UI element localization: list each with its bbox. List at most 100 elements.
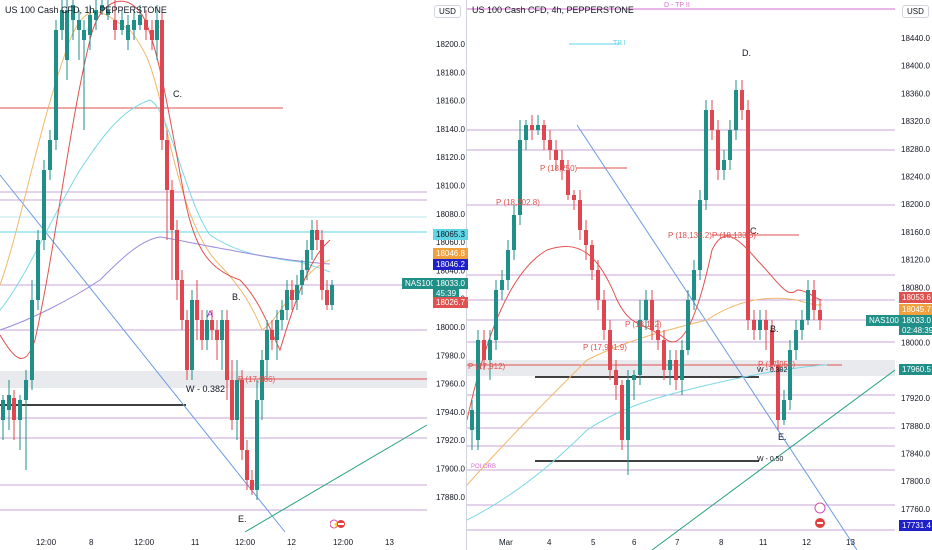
candle-body — [752, 320, 756, 330]
candle-body — [77, 20, 81, 30]
y-tick-label: 18200.0 — [901, 200, 930, 209]
chart-title: US 100 Cash CFD, 4h, PEPPERSTONE — [472, 5, 634, 15]
candle-body — [596, 270, 600, 300]
candle-body — [144, 20, 148, 30]
candle-body — [572, 195, 576, 200]
candle-body — [330, 285, 334, 305]
y-tick-label: 18360.0 — [901, 89, 930, 98]
y-tick-label: 17980.0 — [436, 351, 465, 360]
candle-body — [626, 380, 630, 440]
candle-body — [190, 300, 194, 370]
y-tick-label: 17900.0 — [436, 465, 465, 474]
price-badge: 18053.6 — [899, 292, 932, 303]
x-tick-label: 12 — [802, 538, 811, 547]
currency-label[interactable]: USD — [434, 5, 461, 18]
candle-body — [698, 200, 702, 270]
candle-body — [818, 310, 822, 320]
label-c: C. — [750, 226, 759, 236]
y-tick-label: 18440.0 — [901, 34, 930, 43]
candle-body — [812, 290, 816, 310]
label-b: B. — [232, 292, 241, 302]
label-w50: W - 0.50 — [757, 456, 784, 463]
candle-body — [132, 20, 136, 30]
candle-body — [155, 20, 159, 40]
candle-body — [106, 10, 110, 15]
candle-body — [126, 25, 130, 40]
candle-body — [554, 150, 558, 160]
candle-body — [320, 240, 324, 290]
candle-body — [512, 215, 516, 250]
y-tick-label: 17880.0 — [436, 493, 465, 502]
candle-body — [305, 250, 309, 270]
chart-title: US 100 Cash CFD, 1h, PEPPERSTONE — [5, 5, 167, 15]
candle-body — [686, 300, 690, 350]
svg-text:⚡: ⚡ — [332, 520, 341, 529]
flag-icon[interactable]: ⚡ — [330, 517, 346, 531]
label-tp1: TP I — [613, 40, 626, 47]
candle-body — [280, 310, 284, 320]
candle-body — [650, 300, 654, 330]
candle-body — [180, 280, 184, 320]
candle-body — [524, 125, 528, 140]
y-tick-label: 17960.0 — [436, 380, 465, 389]
candle-body — [160, 20, 164, 140]
candle-body — [185, 320, 189, 370]
candle-body — [255, 400, 259, 490]
candle-body — [315, 230, 319, 240]
y-tick-label: 18140.0 — [436, 125, 465, 134]
candle-body — [230, 380, 234, 420]
candle-body — [215, 330, 219, 340]
event-icons[interactable] — [814, 500, 826, 530]
price-badge: 17731.4 — [899, 520, 932, 531]
candle-body — [770, 330, 774, 365]
label-poi: POI ORB — [471, 464, 497, 470]
y-tick-label: 18320.0 — [901, 117, 930, 126]
y-tick-label: 18180.0 — [436, 68, 465, 77]
candle-body — [722, 160, 726, 170]
candle-body — [500, 280, 504, 290]
candle-body — [476, 340, 480, 440]
x-tick-label: 11 — [759, 538, 768, 547]
chart-pane-4h[interactable]: 18440.0 18400.0 18360.0 18320.0 18280.0 18240… — [467, 0, 932, 550]
y-tick-label: 18100.0 — [436, 182, 465, 191]
countdown: 45:39 — [433, 289, 460, 298]
chart-canvas-4h[interactable]: 18440.0 18400.0 18360.0 18320.0 18280.0 18240… — [467, 0, 932, 550]
candle-body — [170, 190, 174, 230]
candle-body — [788, 350, 792, 400]
price-badge: 17960.5 — [899, 364, 932, 375]
x-tick-label: Mar — [499, 538, 513, 547]
candle-body — [728, 130, 732, 160]
candle-body — [60, 10, 64, 30]
candle-body — [94, 10, 98, 20]
currency-label[interactable]: USD — [902, 5, 929, 18]
label-p: P (17,966) — [238, 375, 276, 384]
chart-pane-1h[interactable]: 18200.0 18180.0 18160.0 18140.0 18120.0 18100… — [0, 0, 468, 550]
candle-body — [794, 330, 798, 350]
price-badge: 18033.0 — [433, 278, 468, 289]
x-tick-label: 12 — [287, 538, 296, 547]
label-p7: P (17,912) — [468, 362, 506, 371]
candle-body — [240, 380, 244, 450]
y-tick-label: 18240.0 — [901, 173, 930, 182]
candle-body — [205, 320, 209, 340]
x-tick-label: 5 — [591, 538, 596, 547]
x-tick-label: 12:00 — [333, 538, 354, 547]
chart-canvas-1h[interactable]: 18200.0 18180.0 18160.0 18140.0 18120.0 18100… — [0, 0, 466, 550]
candle-body — [36, 240, 40, 300]
candle-body — [265, 330, 269, 360]
candle-body — [310, 230, 314, 250]
candle-body — [578, 200, 582, 230]
candle-body — [7, 395, 11, 410]
candle-body — [54, 30, 58, 140]
candle-body — [470, 410, 474, 430]
y-tick-label: 18040.0 — [436, 266, 465, 275]
candle-body — [758, 320, 762, 330]
label-p2: P (18,202.8) — [496, 198, 540, 207]
y-tick-label: 17840.0 — [901, 450, 930, 459]
y-tick-label: 18060.0 — [436, 238, 465, 247]
candle-body — [614, 370, 618, 385]
candle-body — [138, 15, 142, 25]
countdown: 02:48:39 — [899, 326, 932, 335]
candle-body — [295, 285, 299, 300]
candle-body — [260, 360, 264, 400]
